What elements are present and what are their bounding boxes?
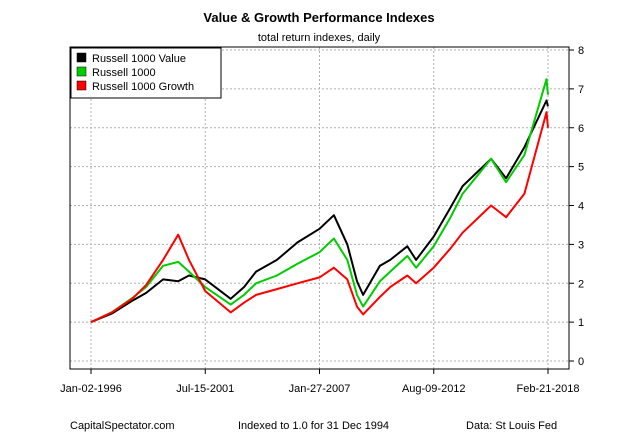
footer-left: CapitalSpectator.com	[70, 420, 175, 432]
x-tick-label: Jan-27-2007	[289, 383, 351, 395]
legend-box	[70, 47, 222, 99]
x-tick-label: Feb-21-2018	[517, 383, 580, 395]
legend: Russell 1000 Value Russell 1000 Russell 10…	[70, 47, 222, 99]
chart: Value & Growth Performance Indexes total…	[60, 10, 584, 395]
y-tick-label: 1	[578, 317, 584, 329]
chart-subtitle: total return indexes, daily	[258, 32, 381, 44]
legend-label: Russell 1000	[92, 67, 156, 79]
y-tick-label: 6	[578, 123, 584, 135]
chart-title: Value & Growth Performance Indexes	[203, 10, 434, 25]
y-tick-label: 2	[578, 278, 584, 290]
legend-swatch	[76, 66, 87, 77]
legend-swatch	[76, 52, 87, 63]
x-tick-label: Aug-09-2012	[402, 383, 466, 395]
grid	[70, 47, 569, 369]
y-tick-label: 7	[578, 84, 584, 96]
legend-swatch	[76, 80, 87, 91]
y-tick-label: 4	[578, 201, 584, 213]
legend-label: Russell 1000 Value	[92, 53, 186, 65]
y-tick-label: 5	[578, 162, 584, 174]
y-axis: 0 1 2 3 4 5 6 7 8	[569, 45, 584, 368]
series-line-2	[90, 78, 549, 324]
legend-label: Russell 1000 Growth	[92, 81, 194, 93]
x-axis: Jan-02-1996 Jul-15-2001 Jan-27-2007 Aug-09-…	[60, 369, 580, 395]
footer-center: Indexed to 1.0 for 31 Dec 1994	[238, 420, 390, 432]
x-tick-label: Jan-02-1996	[60, 383, 122, 395]
footer-right: Data: St Louis Fed	[466, 420, 558, 432]
series-line-3	[90, 111, 549, 324]
series-lines	[90, 78, 549, 324]
y-tick-label: 3	[578, 239, 584, 251]
series-line-1	[90, 99, 549, 324]
y-tick-label: 8	[578, 45, 584, 57]
y-tick-label: 0	[578, 356, 584, 368]
x-tick-label: Jul-15-2001	[176, 383, 234, 395]
